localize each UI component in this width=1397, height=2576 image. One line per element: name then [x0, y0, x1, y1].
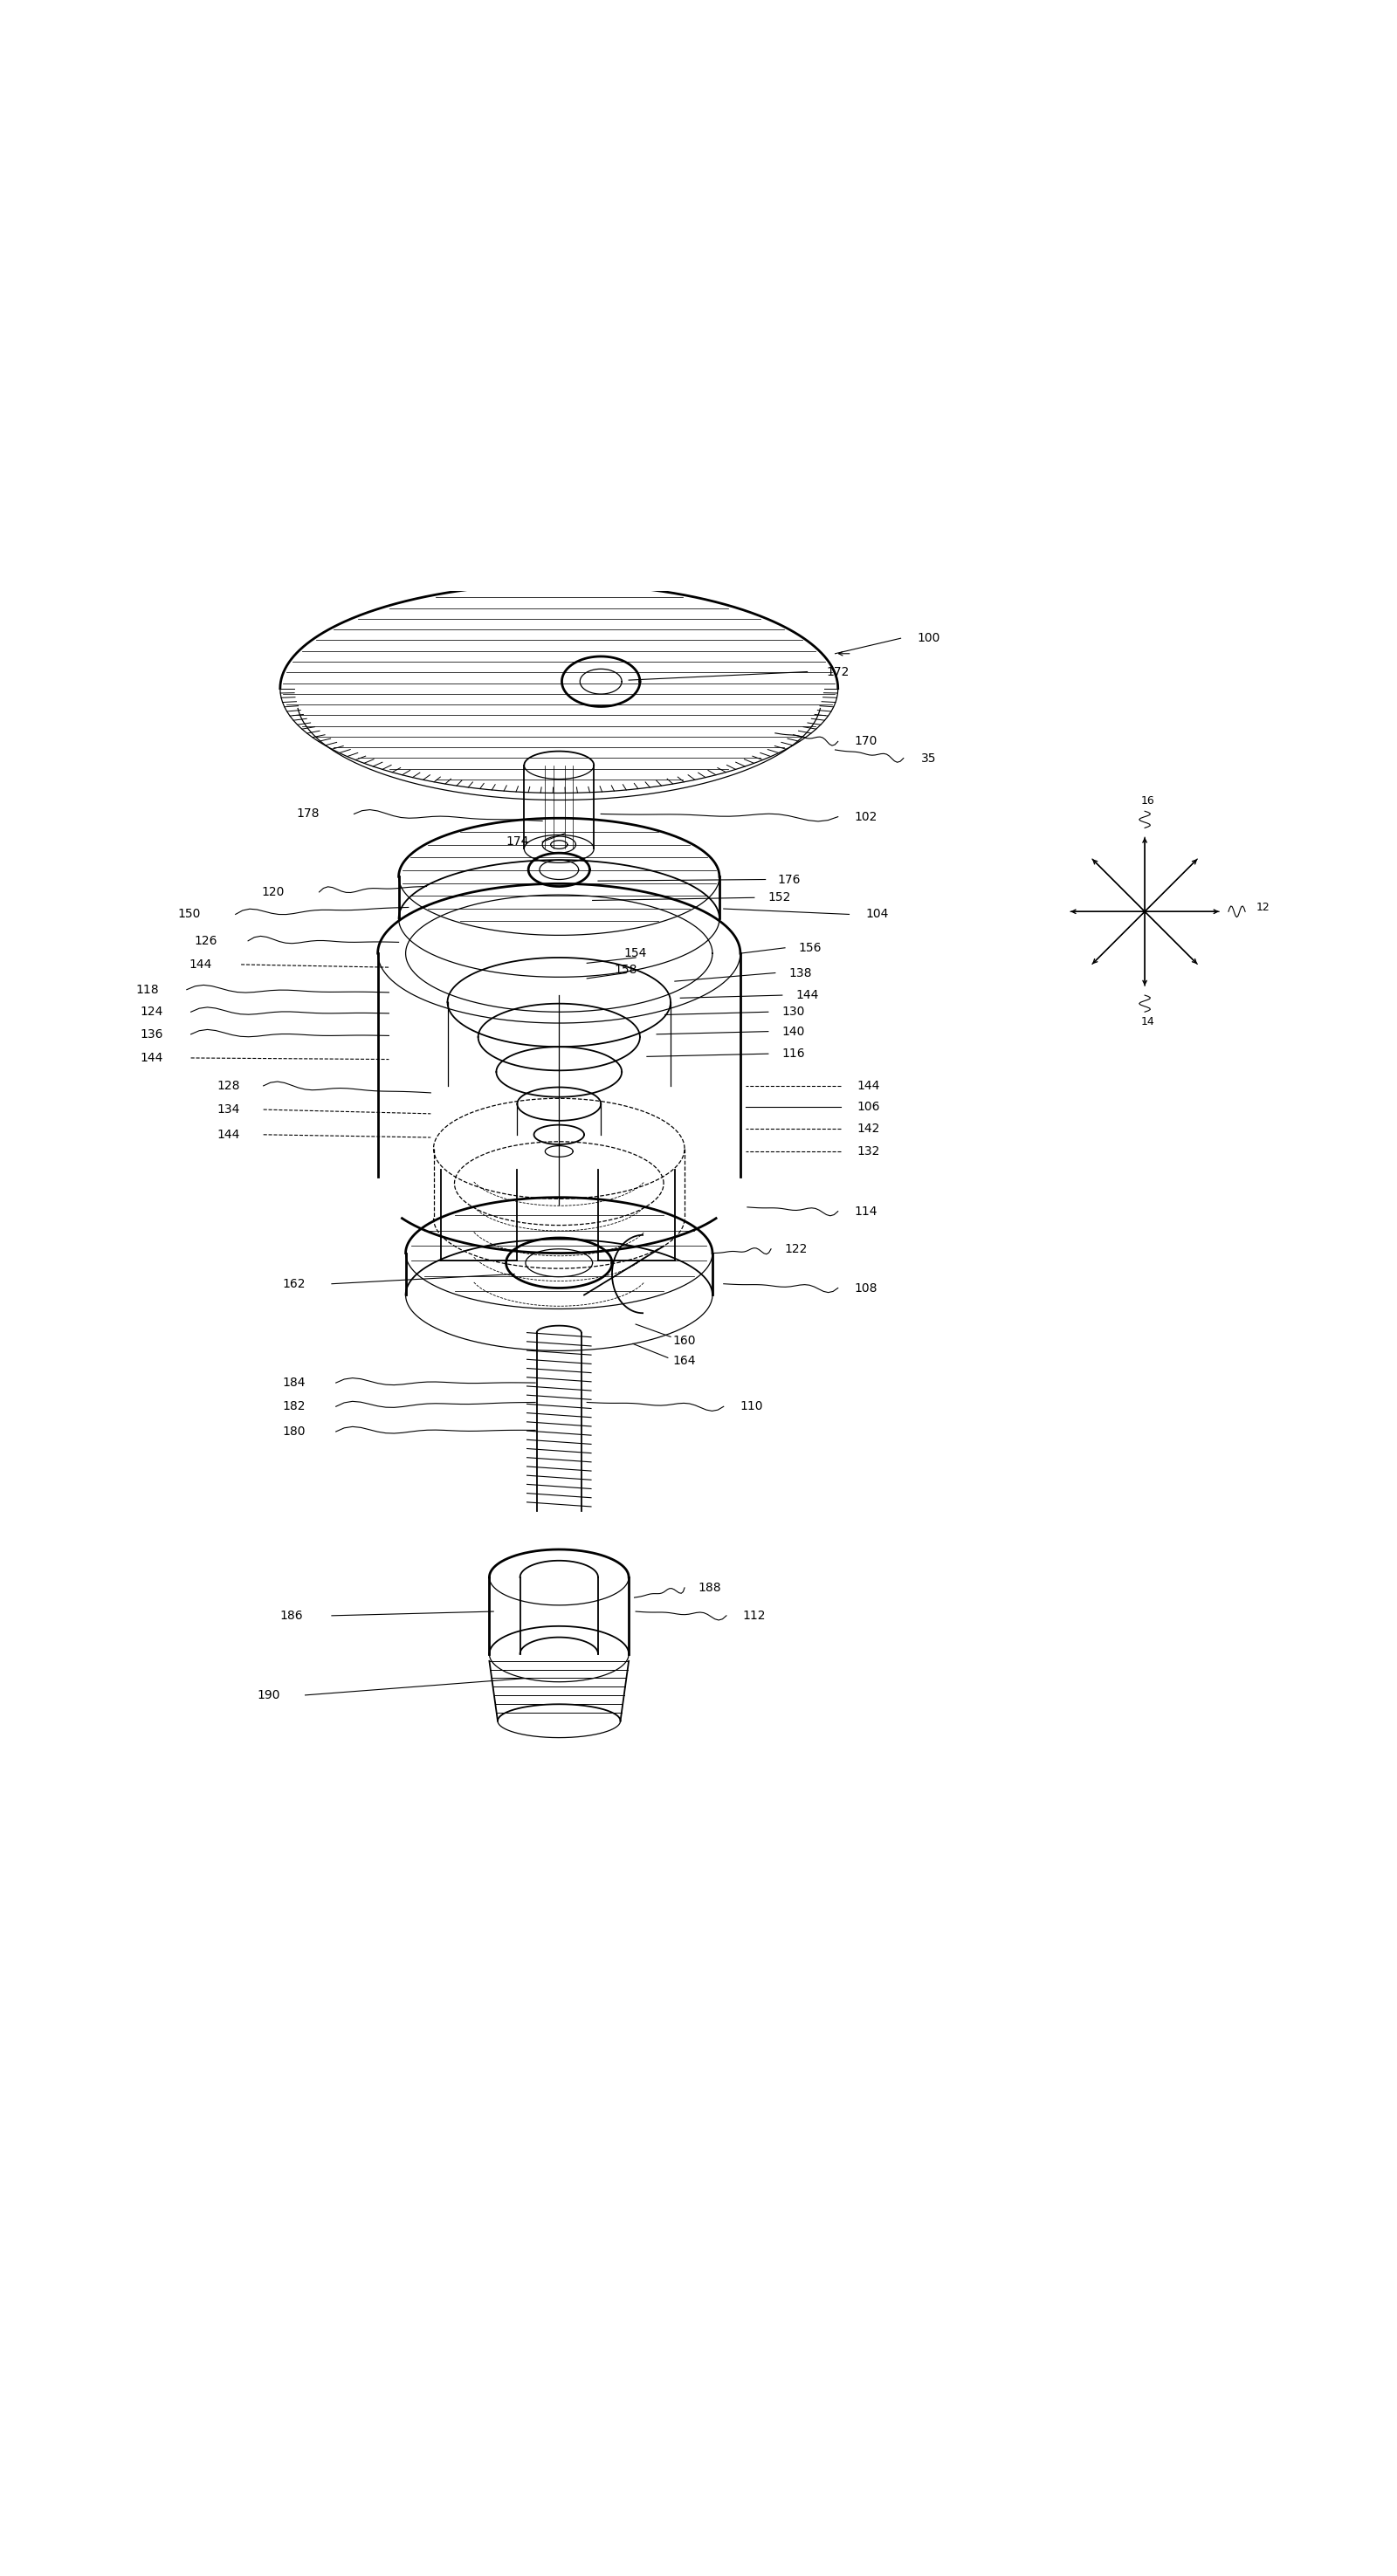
Text: 118: 118: [136, 984, 159, 997]
Text: 124: 124: [140, 1005, 163, 1018]
Text: 154: 154: [624, 948, 647, 958]
Text: 134: 134: [217, 1103, 240, 1115]
Text: 122: 122: [785, 1242, 807, 1255]
Text: 190: 190: [257, 1690, 281, 1700]
Text: 144: 144: [217, 1128, 240, 1141]
Text: 102: 102: [855, 811, 877, 822]
Text: 170: 170: [855, 734, 877, 747]
Text: 144: 144: [140, 1051, 163, 1064]
Text: 144: 144: [796, 989, 819, 1002]
Text: 186: 186: [279, 1610, 303, 1623]
Text: 138: 138: [789, 966, 812, 979]
Text: 144: 144: [858, 1079, 880, 1092]
Text: 164: 164: [673, 1355, 696, 1368]
Text: 128: 128: [217, 1079, 240, 1092]
Text: 140: 140: [782, 1025, 805, 1038]
Text: 150: 150: [177, 909, 201, 920]
Text: 120: 120: [261, 886, 285, 899]
Text: 184: 184: [282, 1376, 306, 1388]
Text: 176: 176: [778, 873, 800, 886]
Text: 130: 130: [782, 1005, 805, 1018]
Text: 108: 108: [855, 1283, 877, 1293]
Text: 144: 144: [189, 958, 212, 971]
Text: 126: 126: [194, 935, 218, 948]
Text: 162: 162: [282, 1278, 306, 1291]
Text: 16: 16: [1141, 796, 1154, 806]
Text: 136: 136: [140, 1028, 163, 1041]
Text: 156: 156: [799, 943, 821, 953]
Text: 35: 35: [921, 752, 936, 765]
Text: 180: 180: [282, 1425, 306, 1437]
Text: 116: 116: [782, 1048, 805, 1059]
Text: 14: 14: [1141, 1015, 1154, 1028]
Text: 174: 174: [506, 835, 528, 848]
Text: 100: 100: [916, 631, 940, 644]
Text: 114: 114: [855, 1206, 877, 1218]
Text: 152: 152: [768, 891, 791, 904]
Text: 158: 158: [615, 963, 637, 976]
Text: 142: 142: [858, 1123, 880, 1136]
Text: 104: 104: [866, 909, 888, 920]
Text: 106: 106: [858, 1100, 880, 1113]
Text: 112: 112: [743, 1610, 766, 1623]
Text: 110: 110: [740, 1401, 763, 1412]
Text: 188: 188: [698, 1582, 721, 1595]
Text: 12: 12: [1256, 902, 1270, 912]
Text: 160: 160: [673, 1334, 696, 1347]
Text: 178: 178: [296, 809, 320, 819]
Text: 132: 132: [858, 1146, 880, 1157]
Text: 182: 182: [282, 1401, 306, 1412]
Text: 172: 172: [827, 665, 849, 677]
